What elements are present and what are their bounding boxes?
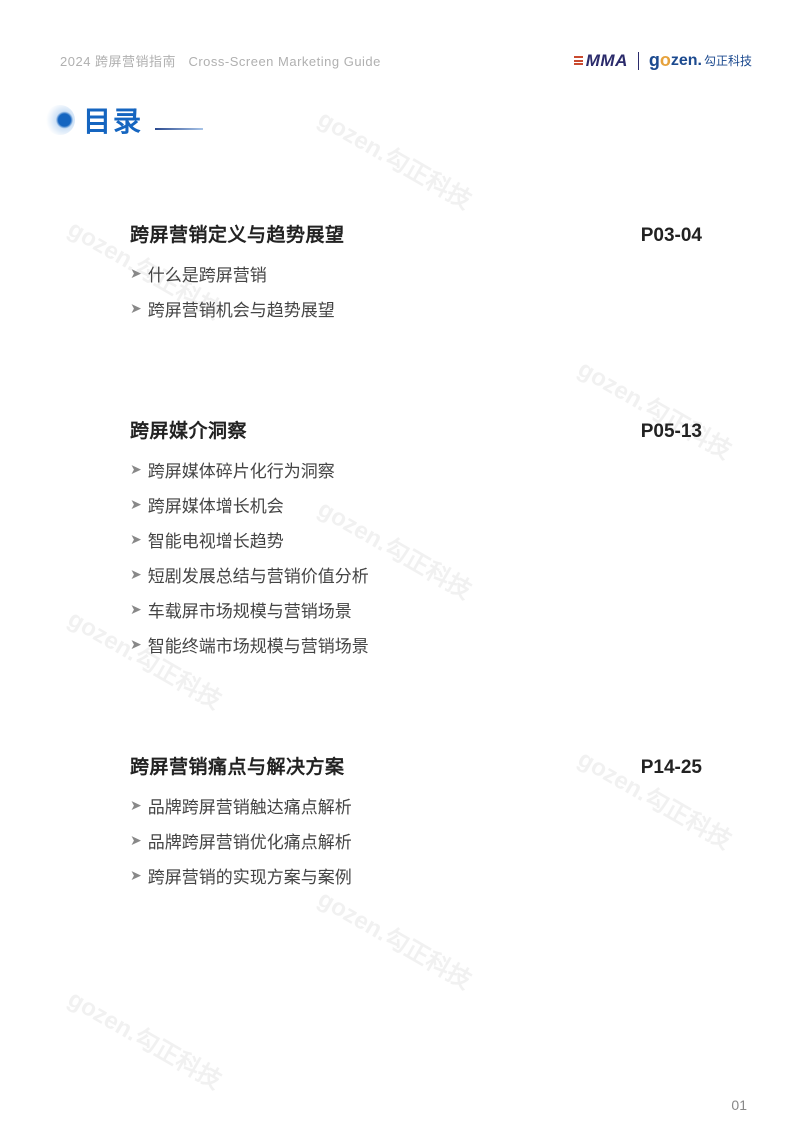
bullet-icon: ➤ (130, 832, 142, 849)
item-text: 跨屏营销的实现方案与案例 (148, 863, 352, 888)
title-section: 目录 (45, 100, 203, 140)
watermark: gozen.勾正科技 (313, 99, 479, 215)
bullet-icon: ➤ (130, 566, 142, 583)
mma-text: MMA (586, 51, 628, 71)
section-header: 跨屏媒介洞察 P05-13 (130, 416, 702, 443)
gozen-logo: gozen.勾正科技 (649, 50, 752, 71)
section-title: 跨屏营销痛点与解决方案 (130, 752, 345, 779)
toc-item: ➤ 跨屏媒体增长机会 (130, 492, 702, 517)
header-title-cn: 跨屏营销指南 (95, 54, 176, 69)
bullet-icon: ➤ (130, 601, 142, 618)
toc-item: ➤ 跨屏营销机会与趋势展望 (130, 296, 702, 321)
bullet-icon: ➤ (130, 461, 142, 478)
mma-bars-icon (574, 56, 583, 65)
item-text: 跨屏媒体增长机会 (148, 492, 284, 517)
page-title: 目录 (83, 100, 143, 140)
toc-section-3: 跨屏营销痛点与解决方案 P14-25 ➤ 品牌跨屏营销触达痛点解析 ➤ 品牌跨屏营销… (130, 752, 702, 888)
item-text: 什么是跨屏营销 (148, 261, 267, 286)
header-year: 2024 (60, 54, 91, 69)
mma-logo: MMA (574, 51, 628, 71)
item-text: 车载屏市场规模与营销场景 (148, 597, 352, 622)
bullet-icon: ➤ (130, 531, 142, 548)
bullet-icon: ➤ (130, 867, 142, 884)
gozen-o: o (660, 50, 671, 71)
section-items: ➤ 跨屏媒体碎片化行为洞察 ➤ 跨屏媒体增长机会 ➤ 智能电视增长趋势 ➤ 短剧发展总结… (130, 457, 702, 657)
item-text: 智能终端市场规模与营销场景 (148, 632, 369, 657)
toc-item: ➤ 跨屏媒体碎片化行为洞察 (130, 457, 702, 482)
bullet-icon: ➤ (130, 636, 142, 653)
section-header: 跨屏营销定义与趋势展望 P03-04 (130, 220, 702, 247)
item-text: 品牌跨屏营销优化痛点解析 (148, 828, 352, 853)
bullet-icon: ➤ (130, 496, 142, 513)
watermark: gozen.勾正科技 (63, 979, 229, 1095)
item-text: 跨屏媒体碎片化行为洞察 (148, 457, 335, 482)
toc-item: ➤ 智能电视增长趋势 (130, 527, 702, 552)
page-number: 01 (731, 1097, 747, 1113)
header-logos: MMA gozen.勾正科技 (574, 50, 752, 71)
section-title: 跨屏营销定义与趋势展望 (130, 220, 345, 247)
gozen-g: g (649, 50, 660, 71)
item-text: 跨屏营销机会与趋势展望 (148, 296, 335, 321)
section-items: ➤ 什么是跨屏营销 ➤ 跨屏营销机会与趋势展望 (130, 261, 702, 321)
toc-item: ➤ 品牌跨屏营销优化痛点解析 (130, 828, 702, 853)
toc-item: ➤ 跨屏营销的实现方案与案例 (130, 863, 702, 888)
bullet-icon: ➤ (130, 797, 142, 814)
toc-item: ➤ 短剧发展总结与营销价值分析 (130, 562, 702, 587)
toc-section-1: 跨屏营销定义与趋势展望 P03-04 ➤ 什么是跨屏营销 ➤ 跨屏营销机会与趋势展望 (130, 220, 702, 321)
section-header: 跨屏营销痛点与解决方案 P14-25 (130, 752, 702, 779)
page-range: P05-13 (641, 421, 702, 443)
header-title: 2024 跨屏营销指南 Cross-Screen Marketing Guide (60, 51, 381, 70)
toc-content: 跨屏营销定义与趋势展望 P03-04 ➤ 什么是跨屏营销 ➤ 跨屏营销机会与趋势展望… (130, 220, 702, 983)
item-text: 智能电视增长趋势 (148, 527, 284, 552)
toc-item: ➤ 什么是跨屏营销 (130, 261, 702, 286)
page-header: 2024 跨屏营销指南 Cross-Screen Marketing Guide… (60, 50, 752, 71)
item-text: 品牌跨屏营销触达痛点解析 (148, 793, 352, 818)
bullet-icon: ➤ (130, 300, 142, 317)
title-underline (155, 128, 203, 130)
toc-item: ➤ 车载屏市场规模与营销场景 (130, 597, 702, 622)
header-title-en: Cross-Screen Marketing Guide (188, 54, 380, 69)
toc-item: ➤ 品牌跨屏营销触达痛点解析 (130, 793, 702, 818)
title-circle-icon (45, 105, 75, 135)
logo-divider (638, 52, 639, 70)
page-range: P14-25 (641, 757, 702, 779)
item-text: 短剧发展总结与营销价值分析 (148, 562, 369, 587)
bullet-icon: ➤ (130, 265, 142, 282)
page-range: P03-04 (641, 225, 702, 247)
section-title: 跨屏媒介洞察 (130, 416, 247, 443)
gozen-cn: 勾正科技 (704, 52, 752, 69)
toc-item: ➤ 智能终端市场规模与营销场景 (130, 632, 702, 657)
toc-section-2: 跨屏媒介洞察 P05-13 ➤ 跨屏媒体碎片化行为洞察 ➤ 跨屏媒体增长机会 ➤ 智能… (130, 416, 702, 657)
gozen-rest: zen (671, 52, 698, 70)
gozen-dot: . (698, 52, 702, 70)
section-items: ➤ 品牌跨屏营销触达痛点解析 ➤ 品牌跨屏营销优化痛点解析 ➤ 跨屏营销的实现方案与案… (130, 793, 702, 888)
